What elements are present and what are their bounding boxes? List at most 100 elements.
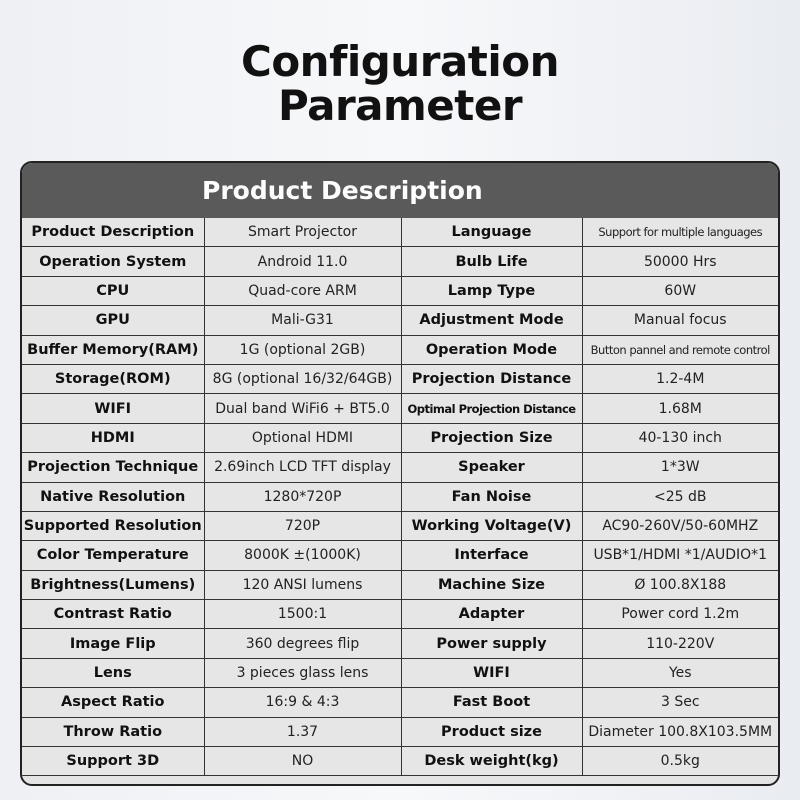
spec-label: Optimal Projection Distance (400, 393, 583, 424)
spec-label: Color Temperature (22, 540, 205, 571)
spec-value: 40-130 inch (581, 422, 778, 454)
spec-label: CPU (22, 275, 205, 307)
spec-label: Speaker (400, 452, 583, 483)
spec-label: Bulb Life (400, 246, 583, 277)
spec-label: Storage(ROM) (22, 363, 205, 395)
title-line-2: Parameter (277, 81, 523, 130)
spec-label: Native Resolution (22, 481, 205, 512)
spec-value: 8G (optional 16/32/64GB) (203, 363, 402, 395)
table-row: Supported Resolution 720P Working Voltage(… (22, 510, 778, 542)
spec-value: Mali-G31 (203, 305, 402, 336)
table-row: Throw Ratio 1.37 Product size Diameter 100.… (22, 716, 778, 748)
spec-value: NO (203, 746, 402, 777)
spec-value: USB*1/HDMI *1/AUDIO*1 (581, 540, 778, 571)
spec-value: Android 11.0 (203, 246, 402, 277)
table-row: Projection Technique 2.69inch LCD TFT dis… (22, 452, 778, 483)
table-row: Support 3D NO Desk weight(kg) 0.5kg (22, 746, 778, 777)
page-title: Configuration Parameter (0, 40, 800, 128)
table-row: Image Flip 360 degrees flip Power supply 11… (22, 628, 778, 659)
spec-label: Language (400, 218, 583, 248)
spec-label: Lamp Type (400, 275, 583, 307)
spec-value: Smart Projector (203, 218, 402, 248)
title-line-1: Configuration (241, 37, 560, 86)
spec-label: Throw Ratio (22, 716, 205, 748)
spec-label: Lens (22, 657, 205, 689)
spec-value: Ø 100.8X188 (581, 569, 778, 601)
spec-label: WIFI (22, 393, 205, 424)
spec-value: <25 dB (581, 481, 778, 512)
spec-value: 720P (203, 510, 402, 542)
spec-value: 60W (581, 275, 778, 307)
spec-label: Machine Size (400, 569, 583, 601)
spec-value: Manual focus (581, 305, 778, 336)
table-row: Contrast Ratio 1500:1 Adapter Power cord 1.… (22, 599, 778, 630)
spec-value: Button pannel and remote control (581, 334, 778, 365)
spec-label: Image Flip (22, 628, 205, 659)
spec-label: Operation System (22, 246, 205, 277)
spec-value: 0.5kg (581, 746, 778, 777)
table-row: Product Description Smart Projector Langua… (22, 218, 778, 248)
table-row: CPU Quad-core ARM Lamp Type 60W (22, 275, 778, 307)
spec-label: Fan Noise (400, 481, 583, 512)
spec-table: Product Description Smart Projector Langua… (22, 218, 778, 777)
spec-value: 1280*720P (203, 481, 402, 512)
spec-table-panel: Product Description Product Description S… (20, 161, 780, 786)
spec-label: Adjustment Mode (400, 305, 583, 336)
spec-value: Diameter 100.8X103.5MM (581, 716, 778, 748)
spec-value: 1.68M (581, 393, 778, 424)
spec-label: WIFI (400, 657, 583, 689)
spec-value: 360 degrees flip (203, 628, 402, 659)
table-row: Brightness(Lumens) 120 ANSI lumens Machine… (22, 569, 778, 601)
spec-value: Optional HDMI (203, 422, 402, 454)
spec-label: Desk weight(kg) (400, 746, 583, 777)
table-row: WIFI Dual band WiFi6 + BT5.0 Optimal Proje… (22, 393, 778, 424)
spec-value: 50000 Hrs (581, 246, 778, 277)
spec-label: Projection Technique (22, 452, 205, 483)
spec-label: Power supply (400, 628, 583, 659)
spec-value: Support for multiple languages (581, 218, 778, 248)
spec-label: Aspect Ratio (22, 687, 205, 718)
spec-value: 16:9 & 4:3 (203, 687, 402, 718)
spec-value: 1*3W (581, 452, 778, 483)
table-row: Lens 3 pieces glass lens WIFI Yes (22, 657, 778, 689)
spec-value: 1500:1 (203, 599, 402, 630)
table-row: HDMI Optional HDMI Projection Size 40-130 i… (22, 422, 778, 454)
spec-value: 1.37 (203, 716, 402, 748)
spec-value: Dual band WiFi6 + BT5.0 (203, 393, 402, 424)
spec-value: AC90-260V/50-60MHZ (581, 510, 778, 542)
spec-value: 1G (optional 2GB) (203, 334, 402, 365)
table-header: Product Description (22, 163, 778, 218)
table-row: Operation System Android 11.0 Bulb Life 500… (22, 246, 778, 277)
spec-value: 110-220V (581, 628, 778, 659)
spec-value: 1.2-4M (581, 363, 778, 395)
spec-label: Product Description (22, 218, 205, 248)
spec-value: Yes (581, 657, 778, 689)
table-row: Storage(ROM) 8G (optional 16/32/64GB) Proj… (22, 363, 778, 395)
spec-label: Brightness(Lumens) (22, 569, 205, 601)
spec-label: Buffer Memory(RAM) (22, 334, 205, 365)
spec-label: Supported Resolution (22, 510, 205, 542)
spec-label: Projection Size (400, 422, 583, 454)
table-row: Aspect Ratio 16:9 & 4:3 Fast Boot 3 Sec (22, 687, 778, 718)
table-row: Buffer Memory(RAM) 1G (optional 2GB) Opera… (22, 334, 778, 365)
spec-value: Quad-core ARM (203, 275, 402, 307)
spec-label: HDMI (22, 422, 205, 454)
spec-label: Interface (400, 540, 583, 571)
table-row: Native Resolution 1280*720P Fan Noise <25 d… (22, 481, 778, 512)
spec-value: 3 Sec (581, 687, 778, 718)
spec-value: 3 pieces glass lens (203, 657, 402, 689)
spec-label: Projection Distance (400, 363, 583, 395)
spec-label: Support 3D (22, 746, 205, 777)
spec-label: GPU (22, 305, 205, 336)
spec-value: 2.69inch LCD TFT display (203, 452, 402, 483)
spec-value: Power cord 1.2m (581, 599, 778, 630)
spec-label: Product size (400, 716, 583, 748)
spec-label: Fast Boot (400, 687, 583, 718)
spec-label: Working Voltage(V) (400, 510, 583, 542)
table-row: GPU Mali-G31 Adjustment Mode Manual focus (22, 305, 778, 336)
table-row: Color Temperature 8000K ±(1000K) Interface… (22, 540, 778, 571)
spec-value: 8000K ±(1000K) (203, 540, 402, 571)
spec-label: Adapter (400, 599, 583, 630)
spec-value: 120 ANSI lumens (203, 569, 402, 601)
spec-label: Operation Mode (400, 334, 583, 365)
